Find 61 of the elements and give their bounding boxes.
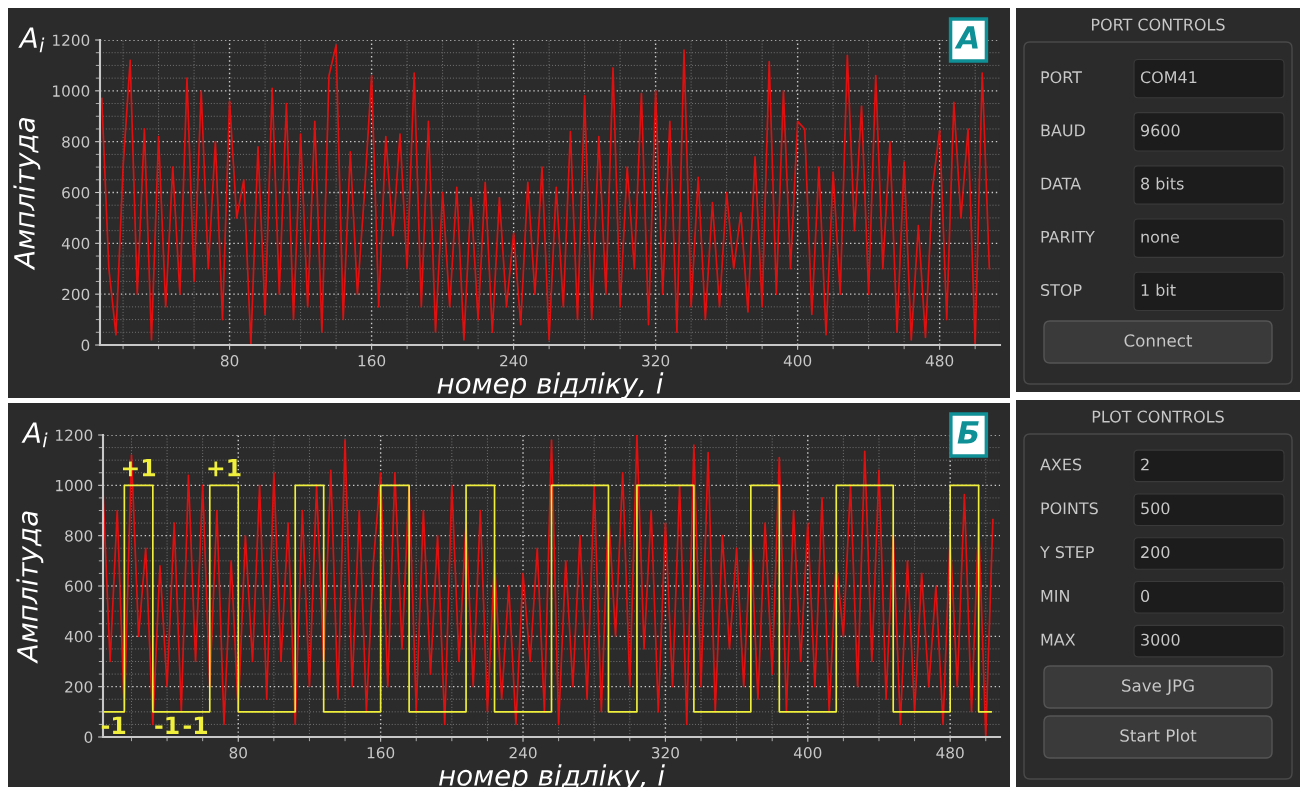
annotation: Б xyxy=(957,421,979,444)
y-tick-label: 600 xyxy=(65,580,93,593)
y-tick-label: 1200 xyxy=(56,429,93,442)
x-tick-label: 320 xyxy=(651,746,679,759)
x-tick-label: 400 xyxy=(783,354,812,367)
text: PORT CONTROLS xyxy=(1092,18,1225,31)
category-label: PARITY xyxy=(1041,230,1095,243)
y-tick-label: 1200 xyxy=(53,34,90,47)
x-tick-label: 320 xyxy=(642,354,670,367)
text: 0 xyxy=(1141,589,1150,602)
x-tick-label: 400 xyxy=(793,746,822,759)
x-tick-label: 480 xyxy=(925,354,954,367)
category-label: MAX xyxy=(1041,633,1076,646)
x-tick-label: 240 xyxy=(509,746,537,759)
y-tick-label: 800 xyxy=(65,530,93,542)
text: 9600 xyxy=(1141,124,1180,137)
y-tick-label: 1000 xyxy=(53,85,90,97)
y-tick-label: 0 xyxy=(84,731,93,744)
y-tick-label: 200 xyxy=(62,288,90,301)
x-tick-label: 240 xyxy=(500,354,528,367)
annotation: -1 xyxy=(183,716,208,734)
category-label: MIN xyxy=(1041,590,1069,602)
text: PLOT CONTROLS xyxy=(1092,410,1224,423)
text: 500 xyxy=(1141,502,1170,515)
y-tick-label: 600 xyxy=(62,186,90,199)
x-tick-label: 480 xyxy=(936,746,964,759)
annotation: -1 xyxy=(155,716,179,734)
text: 1 bit xyxy=(1141,283,1176,297)
text: Connect xyxy=(1124,334,1193,347)
text: COM41 xyxy=(1140,71,1197,84)
text: A$_{i}$ xyxy=(18,27,45,53)
text: 2 xyxy=(1141,458,1149,471)
category-label: DATA xyxy=(1041,177,1082,190)
text: 8 bits xyxy=(1141,177,1184,190)
category-label: STOP xyxy=(1041,283,1082,297)
y-tick-label: 1000 xyxy=(56,479,93,492)
y-axis-title: Амплітуда xyxy=(16,511,44,664)
text: Start Plot xyxy=(1120,728,1197,742)
annotation: +1 xyxy=(208,459,241,477)
y-tick-label: 800 xyxy=(62,136,90,148)
x-axis-title: номер відліку, i xyxy=(437,372,664,400)
text: 3000 xyxy=(1141,633,1180,646)
y-tick-label: 0 xyxy=(81,339,90,352)
text: Save JPG xyxy=(1122,679,1194,695)
text: none xyxy=(1141,233,1179,243)
text: 200 xyxy=(1141,546,1170,559)
x-tick-label: 80 xyxy=(220,354,239,367)
y-tick-label: 400 xyxy=(64,630,93,643)
category-label: Y STEP xyxy=(1039,546,1094,559)
annotation: A xyxy=(954,26,978,49)
category-label: BAUD xyxy=(1041,124,1085,137)
text: A$_{i}$ xyxy=(21,422,48,448)
y-axis-title: Амплітуда xyxy=(13,118,41,271)
category-label: AXES xyxy=(1040,458,1082,471)
x-tick-label: 160 xyxy=(367,746,395,759)
x-tick-label: 80 xyxy=(229,746,247,759)
x-tick-label: 160 xyxy=(358,354,386,367)
category-label: POINTS xyxy=(1041,502,1098,515)
y-tick-label: 200 xyxy=(65,681,93,693)
y-tick-label: 400 xyxy=(61,237,90,250)
category-label: PORT xyxy=(1041,71,1082,84)
